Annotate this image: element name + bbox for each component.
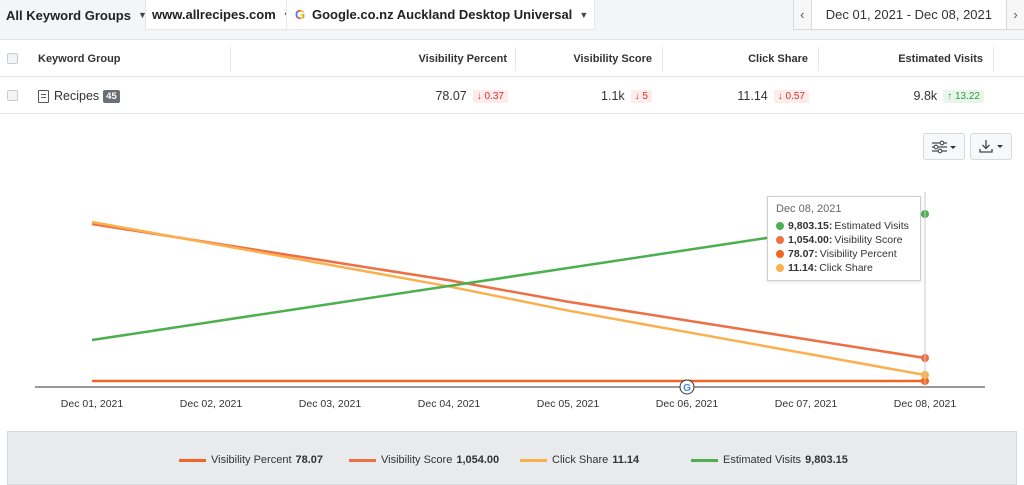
visibility-percent-delta: ↓ 0.37 [472, 89, 508, 103]
chart-settings-button[interactable] [923, 133, 965, 160]
legend-label: Estimated Visits [723, 454, 802, 466]
google-icon: G [294, 6, 306, 22]
x-tick-label: Dec 03, 2021 [299, 398, 362, 410]
legend-swatch [520, 458, 547, 462]
x-tick-label: Dec 06, 2021 [656, 398, 719, 410]
legend-item-visibility-percent[interactable]: Visibility Percent 78.07 [179, 454, 323, 466]
download-icon [979, 140, 1003, 153]
tooltip-item: 1,054.00: Visibility Score [776, 233, 912, 247]
visibility-score-delta: ↓ 5 [630, 89, 652, 103]
chart-legend: Visibility Percent 78.07 Visibility Scor… [7, 431, 1017, 485]
click-share-value: 11.14 [737, 89, 768, 103]
header-visibility-score[interactable]: Visibility Score [573, 53, 652, 65]
legend-label: Click Share [552, 454, 609, 466]
tooltip-value: 11.14: [788, 262, 818, 274]
x-tick-label: Dec 04, 2021 [418, 398, 481, 410]
x-tick-labels: Dec 01, 2021 Dec 02, 2021 Dec 03, 2021 Dec … [61, 398, 957, 410]
tooltip-value: 9,803.15: [788, 220, 833, 232]
keyword-group-name: Recipes [54, 89, 100, 103]
chevron-left-icon: ‹ [800, 7, 805, 22]
date-range-label: Dec 01, 2021 - Dec 08, 2021 [825, 7, 992, 22]
tooltip-label: Visibility Score [834, 234, 903, 246]
series-line-click-share[interactable] [91, 220, 926, 377]
table-row[interactable]: Recipes 45 78.07 ↓ 0.37 1.1k ↓ 5 11.14 ↓… [0, 78, 1024, 114]
tooltip-dot [776, 264, 784, 272]
header-click-share[interactable]: Click Share [748, 53, 808, 65]
prev-date-button[interactable]: ‹ [793, 0, 812, 29]
x-tick-label: Dec 08, 2021 [894, 398, 957, 410]
caret-down-icon: ▼ [579, 9, 589, 20]
table-header: Keyword Group Visibility Percent Visibil… [0, 41, 1024, 77]
tooltip-value: 78.07: [788, 248, 818, 260]
engine-dropdown[interactable]: G Google.co.nz Auckland Desktop Universa… [286, 0, 596, 30]
legend-item-click-share[interactable]: Click Share 11.14 [520, 454, 639, 466]
tooltip-dot [776, 250, 784, 258]
tooltip-value: 1,054.00: [788, 234, 833, 246]
visibility-score-value: 1.1k [601, 89, 625, 103]
sliders-icon [932, 140, 956, 153]
legend-value: 11.14 [612, 454, 640, 466]
legend-swatch [349, 458, 376, 462]
tooltip-label: Click Share [819, 262, 873, 274]
select-all-checkbox[interactable] [7, 53, 18, 64]
header-visibility-percent[interactable]: Visibility Percent [418, 53, 507, 65]
document-icon [38, 89, 49, 103]
tooltip-dot [776, 222, 784, 230]
column-divider [230, 47, 231, 71]
x-tick-label: Dec 07, 2021 [775, 398, 838, 410]
site-dropdown[interactable]: www.allrecipes.com ▼ [145, 0, 299, 30]
chart-download-button[interactable] [970, 133, 1012, 160]
visibility-score-cell: 1.1k ↓ 5 [540, 78, 652, 114]
x-tick-label: Dec 02, 2021 [180, 398, 243, 410]
column-divider [662, 47, 663, 71]
column-divider [818, 47, 819, 71]
site-label: www.allrecipes.com [152, 7, 276, 22]
click-share-cell: 11.14 ↓ 0.57 [690, 78, 809, 114]
next-date-button[interactable]: › [1006, 0, 1024, 29]
legend-swatch [179, 458, 206, 462]
x-tick-label: Dec 01, 2021 [61, 398, 124, 410]
keyword-count-badge: 45 [103, 89, 120, 103]
row-checkbox[interactable] [7, 90, 18, 101]
visibility-percent-cell: 78.07 ↓ 0.37 [380, 78, 508, 114]
annotation-marker[interactable]: G [679, 379, 695, 395]
date-range-button[interactable]: Dec 01, 2021 - Dec 08, 2021 [812, 0, 1006, 29]
keyword-group-cell[interactable]: Recipes 45 [38, 78, 120, 114]
estimated-visits-delta: ↑ 13.22 [943, 89, 984, 103]
date-range-picker: ‹ Dec 01, 2021 - Dec 08, 2021 › [792, 0, 1024, 30]
keyword-groups-label: All Keyword Groups [6, 7, 131, 23]
header-estimated-visits[interactable]: Estimated Visits [898, 53, 983, 65]
tooltip-date: Dec 08, 2021 [776, 203, 842, 215]
column-divider [993, 47, 994, 71]
legend-value: 9,803.15 [805, 454, 848, 466]
caret-down-icon: ▼ [137, 10, 147, 20]
google-icon[interactable] [679, 379, 695, 395]
tooltip-label: Estimated Visits [834, 220, 909, 232]
tooltip-item: 9,803.15: Estimated Visits [776, 219, 912, 233]
legend-label: Visibility Score [381, 454, 453, 466]
legend-value: 78.07 [295, 454, 324, 466]
keyword-groups-dropdown[interactable]: All Keyword Groups ▼ [0, 0, 153, 30]
tooltip-item: 78.07: Visibility Percent [776, 247, 912, 261]
estimated-visits-cell: 9.8k ↑ 13.22 [850, 78, 984, 114]
x-tick-label: Dec 05, 2021 [537, 398, 600, 410]
column-divider [515, 47, 516, 71]
legend-label: Visibility Percent [211, 454, 292, 466]
estimated-visits-value: 9.8k [913, 89, 938, 103]
tooltip-item: 11.14: Click Share [776, 261, 912, 275]
chevron-right-icon: › [1013, 7, 1018, 22]
toolbar: All Keyword Groups ▼ www.allrecipes.com … [0, 0, 1024, 40]
click-share-delta: ↓ 0.57 [773, 89, 809, 103]
legend-item-estimated-visits[interactable]: Estimated Visits 9,803.15 [691, 454, 848, 466]
tooltip-dot [776, 236, 784, 244]
legend-swatch [691, 458, 718, 462]
google-icon-glyph: G [683, 383, 691, 394]
engine-label: Google.co.nz Auckland Desktop Universal [312, 7, 573, 22]
legend-item-visibility-score[interactable]: Visibility Score 1,054.00 [349, 454, 499, 466]
visibility-percent-value: 78.07 [435, 89, 467, 103]
tooltip-label: Visibility Percent [819, 248, 897, 260]
chart-tooltip: Dec 08, 2021 9,803.15: Estimated Visits 1,… [767, 196, 921, 281]
legend-value: 1,054.00 [456, 454, 500, 466]
header-keyword-group[interactable]: Keyword Group [38, 53, 121, 65]
